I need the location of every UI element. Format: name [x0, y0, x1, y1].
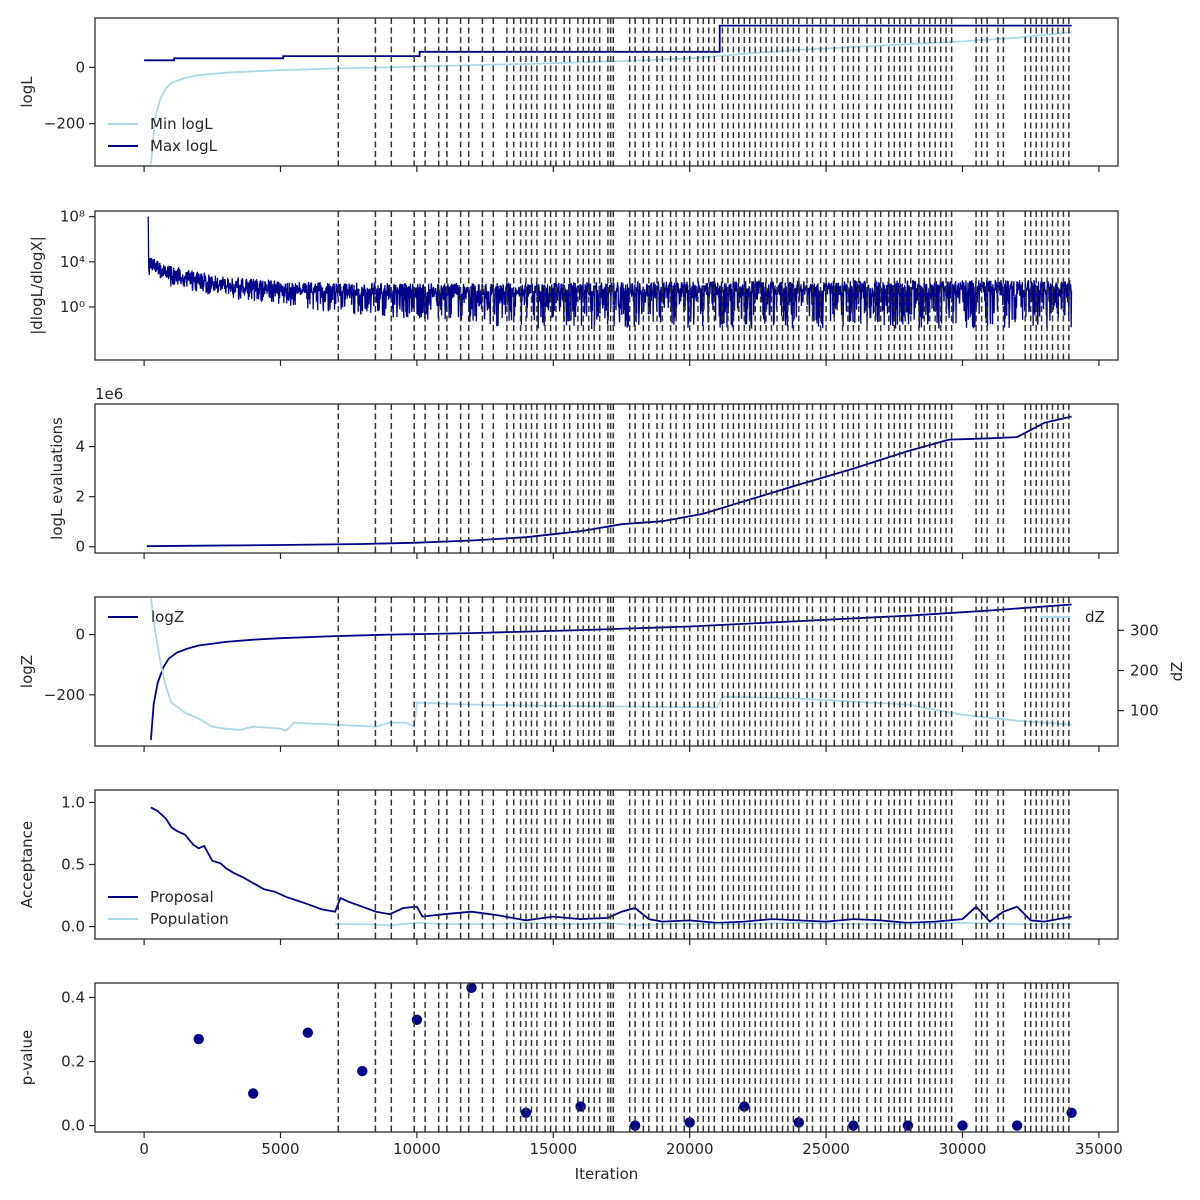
- y-tick-label: −200: [44, 115, 85, 133]
- insertion-lines: [337, 983, 1070, 1132]
- data-point: [466, 983, 477, 993]
- insertion-lines: [337, 18, 1070, 166]
- axes-frame: [94, 596, 1119, 747]
- data-point: [793, 1117, 804, 1128]
- y-tick-label: 2: [75, 488, 85, 506]
- plot-area: [150, 597, 1072, 746]
- series-3-1: [146, 415, 1072, 548]
- y-tick-label: 0.2: [61, 1053, 85, 1071]
- y-tick-label: 0.0: [61, 918, 85, 936]
- axes-frame: [94, 210, 1119, 361]
- legend-label: dZ: [1085, 608, 1105, 626]
- axes-frame: [94, 403, 1119, 554]
- data-point: [357, 1065, 368, 1077]
- y-tick-label: 1.0: [61, 793, 85, 811]
- data-point: [1066, 1107, 1077, 1119]
- x-tick-label: 35000: [1075, 1140, 1123, 1158]
- y-axis-label: logL evaluations: [48, 417, 66, 540]
- y-tick-label: 10⁸: [60, 208, 85, 226]
- y-axis-label: Acceptance: [18, 821, 36, 908]
- panel-2: 10⁰ 10⁴ 10⁸ |dlogL/dlogX|: [28, 208, 1119, 366]
- y-tick-label: 4: [75, 438, 85, 456]
- x-tick-label: 20000: [666, 1140, 714, 1158]
- x-tick-label: 0: [139, 1140, 149, 1158]
- y-tick-label: 0: [75, 538, 85, 556]
- data-point: [902, 1120, 914, 1131]
- panel-3: 0 2 4 logL evaluations 1e6: [48, 385, 1119, 559]
- x-tick-label: 30000: [939, 1140, 987, 1158]
- insertion-lines: [337, 211, 1070, 360]
- y-tick-label: 0.0: [61, 1117, 85, 1135]
- legend-label: Population: [150, 910, 229, 928]
- series-2-1: [147, 216, 1073, 330]
- y-right-axis-label: dZ: [1168, 662, 1186, 682]
- panel-1: −200 0 logL Min logL Max logL: [18, 17, 1119, 172]
- legend-label: Min logL: [150, 115, 213, 133]
- x-axis-label: Iteration: [575, 1165, 639, 1183]
- insertion-lines: [337, 790, 1070, 939]
- legend: Min logL Max logL: [108, 115, 218, 155]
- x-tick-label: 5000: [261, 1140, 299, 1158]
- legend-label: logZ: [151, 608, 184, 626]
- series-dz: [150, 598, 1072, 732]
- y-right-tick-label: 300: [1130, 621, 1159, 639]
- legend-label: Max logL: [150, 137, 218, 155]
- x-tick-label: 25000: [802, 1140, 850, 1158]
- series-proposal: [150, 806, 1072, 924]
- series-population: [335, 921, 1072, 927]
- x-tick-label: 15000: [529, 1140, 577, 1158]
- axes-frame: [94, 982, 1119, 1133]
- data-point: [739, 1101, 750, 1112]
- plot-area: [146, 404, 1072, 553]
- y-offset-label: 1e6: [95, 385, 123, 403]
- y-axis-label: logL: [18, 76, 36, 108]
- legend: logZ dZ: [108, 608, 1105, 626]
- data-point: [957, 1120, 968, 1131]
- y-tick-label: 0: [75, 58, 85, 76]
- y-axis-label: logZ: [18, 655, 36, 688]
- legend-label: Proposal: [150, 888, 214, 906]
- data-point: [302, 1027, 313, 1038]
- panel-4: −200 0 logZ 100 200 300 dZ logZ dZ: [18, 596, 1186, 752]
- y-tick-label: 10⁰: [60, 298, 85, 316]
- legend: Proposal Population: [108, 888, 229, 928]
- data-point: [520, 1107, 532, 1119]
- plot-area: [150, 790, 1072, 939]
- series-max-logl: [144, 24, 1072, 62]
- y-axis-label: p-value: [18, 1030, 36, 1086]
- y-axis-label: |dlogL/dlogX|: [28, 236, 46, 335]
- y-right-tick-label: 200: [1130, 661, 1159, 679]
- y-right-tick-label: 100: [1130, 702, 1159, 720]
- y-tick-label: 10⁴: [60, 253, 85, 271]
- y-tick-label: 0.5: [61, 856, 85, 874]
- panel-6: 0 5000 10000 15000 20000 25000 30000 35000 Itera…: [18, 982, 1123, 1183]
- data-point: [411, 1014, 423, 1025]
- data-point: [575, 1101, 586, 1112]
- plot-area: [193, 983, 1077, 1132]
- data-point: [248, 1088, 259, 1099]
- plot-area: [147, 211, 1073, 360]
- data-point: [193, 1033, 204, 1045]
- y-tick-label: 0: [75, 626, 85, 644]
- insertion-lines: [337, 597, 1070, 746]
- y-tick-label: 0.4: [61, 988, 85, 1006]
- x-tick-label: 10000: [393, 1140, 441, 1158]
- y-tick-label: −200: [44, 686, 85, 704]
- data-point: [1011, 1120, 1023, 1131]
- data-point: [684, 1117, 695, 1128]
- axes-frame: [94, 17, 1119, 167]
- series-logz: [150, 603, 1072, 741]
- plot-area: [144, 18, 1072, 166]
- insertion-lines: [337, 404, 1070, 553]
- panel-5: 0.0 0.5 1.0 Acceptance Proposal Population: [18, 789, 1119, 945]
